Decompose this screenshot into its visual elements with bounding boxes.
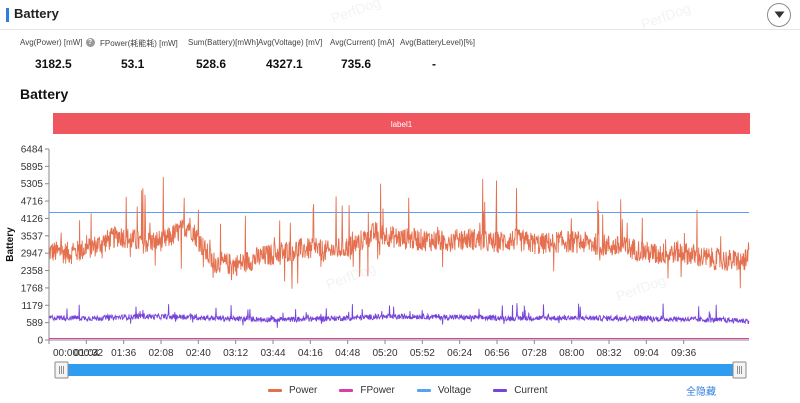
- stat-value: 528.6: [196, 57, 227, 71]
- y-tick-label: 2358: [21, 266, 44, 277]
- panel-title: Battery: [14, 6, 59, 21]
- legend-item-voltage[interactable]: Voltage: [416, 384, 472, 396]
- legend-label: Power: [289, 384, 318, 396]
- stat-avg-current: Avg(Current) [mA] 735.6: [330, 38, 394, 78]
- x-tick-label: 02:40: [186, 348, 211, 359]
- help-icon[interactable]: ?: [85, 38, 95, 47]
- stat-label: Avg(BatteryLevel)[%]: [400, 38, 475, 47]
- stat-value: -: [432, 57, 436, 71]
- x-tick-label: 05:20: [372, 348, 397, 359]
- x-tick-label: 07:28: [522, 348, 547, 359]
- y-tick-label: 5895: [21, 162, 44, 173]
- y-tick-label: 4126: [21, 214, 44, 225]
- zoom-slider-track: [57, 364, 746, 376]
- stat-value: 53.1: [121, 57, 145, 71]
- legend-item-current[interactable]: Current: [493, 384, 548, 396]
- x-tick-label: 03:12: [223, 348, 248, 359]
- y-tick-label: 6484: [21, 145, 44, 156]
- chevron-down-icon: [774, 11, 785, 18]
- y-tick-label: 3537: [21, 231, 44, 242]
- legend-item-power[interactable]: Power: [268, 385, 317, 396]
- legend-swatch: [268, 388, 282, 392]
- legend-label: FPower: [360, 384, 395, 396]
- stat-avg-battery-level: Avg(BatteryLevel)[%] -: [400, 38, 475, 78]
- x-tick-label: 01:04: [74, 348, 99, 359]
- y-tick-label: 1179: [21, 301, 43, 312]
- x-tick-label: 05:52: [410, 348, 435, 359]
- stat-avg-power: Avg(Power) [mW] ? 3182.5: [20, 38, 95, 78]
- legend-swatch: [339, 388, 354, 392]
- header-accent-bar: [6, 8, 9, 22]
- x-tick-label: 09:36: [671, 348, 696, 359]
- series-line-power: [48, 176, 750, 289]
- legend-item-fpower[interactable]: FPower: [339, 384, 395, 396]
- x-tick-label: 01:36: [111, 348, 136, 359]
- panel-header: Battery: [0, 0, 800, 30]
- hide-all-link[interactable]: 全隐藏: [686, 387, 716, 398]
- x-tick-label: 03:44: [260, 348, 285, 359]
- x-tick-label: 04:16: [298, 348, 323, 359]
- stat-value: 4327.1: [266, 57, 303, 71]
- legend-label: Voltage: [437, 384, 472, 396]
- x-tick-label: 06:56: [484, 348, 509, 359]
- label-band: [53, 113, 750, 134]
- chart-section-title: Battery: [20, 86, 69, 102]
- stat-fpower: FPower(耗能耗) [mW] 53.1: [100, 38, 178, 78]
- legend-label: Current: [514, 384, 548, 396]
- stat-sum-battery: Sum(Battery)[mWh] 528.6: [188, 38, 258, 78]
- stat-avg-voltage: Avg(Voltage) [mV] 4327.1: [258, 38, 322, 78]
- stat-label: Avg(Power) [mW]: [20, 38, 83, 47]
- stats-row: Avg(Power) [mW] ? 3182.5 FPower(耗能耗) [mW…: [20, 38, 780, 78]
- stat-value: 3182.5: [35, 57, 72, 71]
- y-tick-label: 5305: [21, 179, 44, 190]
- stat-label: Avg(Voltage) [mV]: [258, 38, 323, 47]
- y-tick-label: 2947: [21, 249, 44, 260]
- y-tick-label: 1768: [21, 283, 44, 294]
- y-tick-label: 4716: [21, 197, 44, 208]
- y-tick-label: 0: [37, 336, 43, 347]
- label-band-text: label1: [391, 120, 413, 129]
- stat-label: FPower(耗能耗) [mW]: [100, 39, 178, 48]
- x-tick-label: 04:48: [335, 348, 360, 359]
- chart-legend: Power FPower Voltage Current: [268, 382, 570, 398]
- x-tick-label: 09:04: [634, 348, 659, 359]
- x-tick-label: 08:00: [559, 348, 584, 359]
- y-tick-label: 589: [26, 318, 43, 329]
- x-tick-label: 02:08: [148, 348, 173, 359]
- y-axis-title: Battery: [5, 227, 16, 262]
- x-tick-label: 08:32: [596, 348, 621, 359]
- x-tick-label: 06:24: [447, 348, 472, 359]
- collapse-button[interactable]: [767, 3, 791, 27]
- x-tick-label: 00:0000:32: [53, 348, 103, 359]
- legend-swatch: [493, 388, 508, 392]
- stat-value: 735.6: [341, 57, 372, 71]
- series-line-current: [48, 303, 750, 328]
- stat-label: Sum(Battery)[mWh]: [188, 38, 259, 47]
- stat-label: Avg(Current) [mA]: [330, 38, 395, 47]
- legend-swatch: [416, 388, 431, 392]
